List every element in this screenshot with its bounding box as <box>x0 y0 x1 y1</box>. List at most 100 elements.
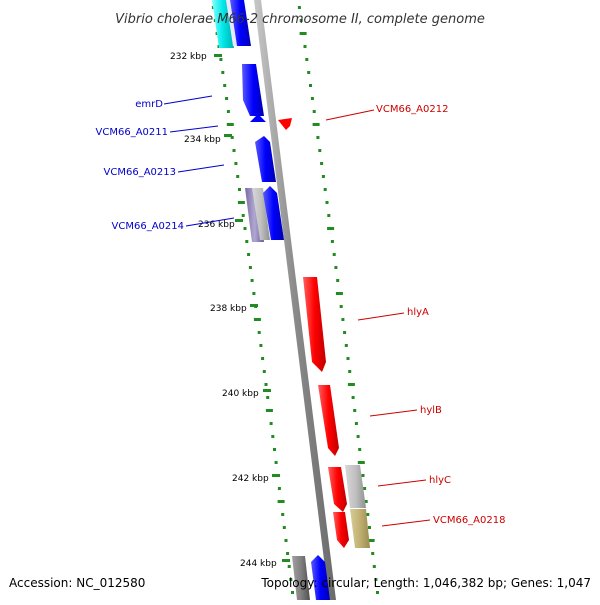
leader-hlyC <box>377 479 427 487</box>
gc-skew-inner-dash <box>287 565 291 568</box>
reverse-strand-genes <box>212 0 330 600</box>
gc-skew-outer-dash <box>372 565 376 568</box>
tick-mark-232 <box>214 54 222 57</box>
leader-VCM66_A0212 <box>325 109 375 121</box>
gc-skew-outer-dash <box>332 253 336 256</box>
gc-skew-inner-dash <box>226 110 230 113</box>
label-VCM66_A0214: VCM66_A0214 <box>112 221 184 232</box>
label-hlyC: hlyC <box>429 475 451 486</box>
gc-skew-outer-dash <box>354 422 358 425</box>
gc-skew-inner-dash <box>265 409 273 412</box>
scale-labels: 232 kbp 234 kbp 236 kbp 238 kbp 240 kbp … <box>170 52 277 569</box>
gc-skew-outer-dash <box>364 500 368 503</box>
gc-skew-inner-dash <box>286 552 290 555</box>
gc-skew-inner-dash <box>264 383 268 386</box>
label-hylB: hylB <box>420 405 442 416</box>
gc-skew-outer-dash <box>374 578 378 581</box>
gc-skew-inner-dash <box>266 396 270 399</box>
tick-label-244: 244 kbp <box>240 559 277 569</box>
gc-skew-inner-dash <box>219 58 223 61</box>
gc-skew-outer-dash <box>348 370 352 373</box>
gc-skew-outer-dash <box>320 162 324 165</box>
tick-label-242: 242 kbp <box>232 474 269 484</box>
gc-skew-inner-dash <box>281 513 285 516</box>
gc-skew-outer-dash <box>363 487 367 490</box>
gc-skew-outer-dash <box>334 266 338 269</box>
gc-skew-outer-dash <box>309 84 312 87</box>
gene-red-bottom <box>333 512 349 548</box>
gene-white-top <box>226 0 237 46</box>
leader-hlyA <box>357 312 405 321</box>
gc-skew-inner-dash <box>252 292 256 295</box>
gc-skew-inner-dash <box>253 318 261 321</box>
gc-skew-outer-dash <box>327 227 335 230</box>
tick-label-232: 232 kbp <box>170 52 207 62</box>
gene-labels: emrD VCM66_A0211 VCM66_A0213 VCM66_A0214… <box>96 99 506 526</box>
label-VCM66_A0218: VCM66_A0218 <box>433 515 505 526</box>
gene-VCM66_A0212 <box>278 118 292 130</box>
gc-skew-outer-dash <box>335 292 343 295</box>
gc-skew-outer-dash <box>307 71 311 74</box>
gc-skew-inner-dash <box>245 240 249 243</box>
gc-skew-inner-dash <box>282 526 286 529</box>
gc-skew-outer-dash <box>336 279 340 282</box>
gc-skew-inner-dash <box>238 188 241 191</box>
gc-skew-inner-dash <box>250 279 254 282</box>
tick-label-238: 238 kbp <box>210 304 247 314</box>
gc-skew-outer-dash <box>353 409 357 412</box>
gc-skew-outer-dash <box>318 149 322 152</box>
gc-skew-inner-dash <box>230 136 234 139</box>
gc-skew-inner-dash <box>277 500 285 503</box>
gene-emrD <box>242 64 264 116</box>
gc-skew-outer-dash <box>323 188 327 191</box>
gc-skew-inner-dash <box>273 448 276 451</box>
label-VCM66_A0212: VCM66_A0212 <box>376 104 448 115</box>
genome-summary-text: Topology: circular; Length: 1,046,382 bp… <box>260 576 591 590</box>
scale-ticks <box>214 54 290 562</box>
leader-emrD <box>163 95 213 105</box>
gc-skew-outer-dash <box>367 539 375 542</box>
gc-skew-inner-dash <box>289 578 293 581</box>
gc-skew-outer-dash <box>299 32 307 35</box>
gene-blue-top <box>230 0 251 46</box>
gc-skew-inner-dash <box>237 201 245 204</box>
gc-skew-outer-dash <box>310 97 314 100</box>
tick-mark-234 <box>224 134 232 137</box>
gc-skew-outer-dash <box>341 318 345 321</box>
gene-small-blue <box>250 114 266 122</box>
gc-skew-outer-dash <box>371 552 375 555</box>
leader-VCM66_A0218 <box>381 519 431 527</box>
gc-skew-inner-dash <box>277 487 281 490</box>
tick-label-240: 240 kbp <box>222 389 259 399</box>
gene-VCM66_A0218 <box>350 509 370 548</box>
gc-skew-inner-dash <box>225 97 229 100</box>
label-emrD: emrD <box>135 99 163 110</box>
gc-skew-inner-dash <box>221 71 225 74</box>
tick-mark-242 <box>272 474 280 477</box>
leader-VCM66_A0211 <box>169 125 219 133</box>
gc-skew-outer-dash <box>347 383 355 386</box>
gc-skew-inner-dash <box>271 435 275 438</box>
leader-VCM66_A0213 <box>177 164 225 173</box>
gene-hlyC <box>328 467 347 512</box>
gc-skew-outer-dash <box>368 526 371 529</box>
gc-skew-inner-dash <box>274 461 278 464</box>
chromosome-backbone <box>254 0 336 600</box>
gc-skew-inner-dash <box>241 214 245 217</box>
gc-skew-outer-dash <box>343 331 347 334</box>
gc-skew-inner-track <box>211 6 294 594</box>
gc-skew-inner-dash <box>261 357 265 360</box>
gc-skew-outer-dash <box>339 305 343 308</box>
gc-skew-outer-dash <box>312 110 316 113</box>
gc-skew-inner-dash <box>236 175 240 178</box>
gc-skew-outer-dash <box>327 214 331 217</box>
gc-skew-inner-dash <box>243 227 247 230</box>
tick-mark-238 <box>250 304 258 307</box>
gc-skew-outer-dash <box>366 513 370 516</box>
gc-skew-inner-dash <box>234 162 238 165</box>
gc-skew-inner-dash <box>247 253 251 256</box>
tick-mark-244 <box>282 559 290 562</box>
tick-mark-240 <box>263 389 271 392</box>
gc-skew-outer-dash <box>325 201 329 204</box>
